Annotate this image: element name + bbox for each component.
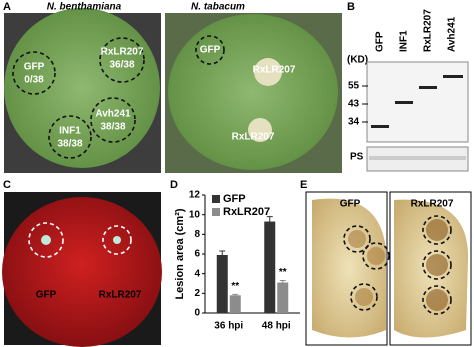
bar — [277, 282, 289, 313]
error-bar — [266, 216, 273, 227]
spot — [90, 97, 136, 143]
spot — [422, 215, 452, 245]
spot — [422, 250, 452, 280]
unit-label: (KD) — [347, 55, 368, 66]
x-tick-label: 36 hpi — [214, 321, 243, 332]
y-tick-label: 2 — [194, 288, 200, 299]
spot — [41, 235, 51, 245]
y-tick-label: 10 — [189, 209, 201, 220]
spot — [195, 35, 225, 65]
spot — [350, 283, 378, 311]
spot — [113, 236, 121, 244]
y-tick-label: 6 — [194, 249, 200, 260]
spot-score: 38/38 — [57, 139, 82, 150]
spot — [343, 225, 371, 253]
leaf — [312, 198, 386, 338]
y-tick-label: 4 — [194, 268, 200, 279]
spot-label: GFP — [200, 45, 221, 56]
spot — [362, 242, 390, 270]
bar — [229, 295, 241, 313]
spot — [248, 118, 272, 142]
lane-label: RxLR207 — [423, 9, 434, 52]
marker-label: 55 — [348, 81, 360, 92]
band — [369, 156, 466, 160]
spot-label: RxLR207 — [253, 65, 296, 76]
spot-label: GFP — [36, 290, 57, 301]
bar — [264, 221, 276, 313]
error-bar — [232, 293, 239, 297]
y-tick-label: 12 — [189, 190, 201, 201]
photo-title: N. benthamiana — [47, 2, 122, 13]
error-bar — [219, 250, 226, 259]
y-tick-label: 8 — [194, 229, 200, 240]
spot-label: Avh241 — [95, 109, 131, 120]
leaf — [168, 14, 338, 170]
photo-title: GFP — [340, 199, 361, 210]
lane-label: GFP — [375, 31, 386, 52]
lane-label: Avh241 — [447, 16, 458, 52]
leaf — [2, 197, 162, 347]
spot — [254, 58, 282, 86]
spot — [12, 51, 56, 95]
error-bar — [279, 280, 286, 285]
spot-score: 36/38 — [109, 60, 134, 71]
band — [371, 125, 389, 128]
marker-label: 43 — [348, 99, 360, 110]
lane-label: INF1 — [399, 30, 410, 52]
blot — [366, 61, 469, 143]
spot — [48, 115, 92, 159]
marker-label: 34 — [348, 117, 360, 128]
panel-label: B — [347, 1, 355, 13]
legend-label: GFP — [223, 193, 246, 205]
band — [443, 75, 463, 78]
spot — [28, 222, 64, 258]
spot — [99, 37, 145, 83]
spot-score: 38/38 — [100, 122, 125, 133]
legend-swatch — [212, 208, 220, 216]
panel-label: E — [300, 179, 307, 191]
panel-label: A — [3, 1, 11, 13]
stain-label: PS — [350, 152, 364, 163]
band — [395, 101, 413, 104]
spot-score: 0/38 — [24, 75, 44, 86]
leaf — [4, 8, 160, 168]
spot-label: INF1 — [59, 126, 81, 137]
y-tick-label: 0 — [194, 308, 200, 319]
spot-label: RxLR207 — [101, 47, 144, 58]
y-axis-label: Lesion area (cm²) — [174, 208, 186, 299]
spot — [422, 285, 452, 315]
photo-title: N. tabacum — [191, 2, 245, 13]
spot — [102, 225, 132, 255]
photo-title: RxLR207 — [411, 199, 454, 210]
spot-label: GFP — [24, 62, 45, 73]
panel-label: D — [170, 179, 178, 191]
bar — [216, 254, 228, 313]
band — [419, 86, 437, 89]
spot-label: RxLR207 — [99, 290, 142, 301]
panel-label: C — [3, 179, 11, 191]
spot-label: RxLR207 — [232, 132, 275, 143]
data-label: ** — [279, 267, 287, 278]
data-label: ** — [231, 281, 239, 292]
legend-label: RxLR207 — [223, 206, 270, 218]
legend-swatch — [212, 195, 220, 203]
x-tick-label: 48 hpi — [262, 321, 291, 332]
